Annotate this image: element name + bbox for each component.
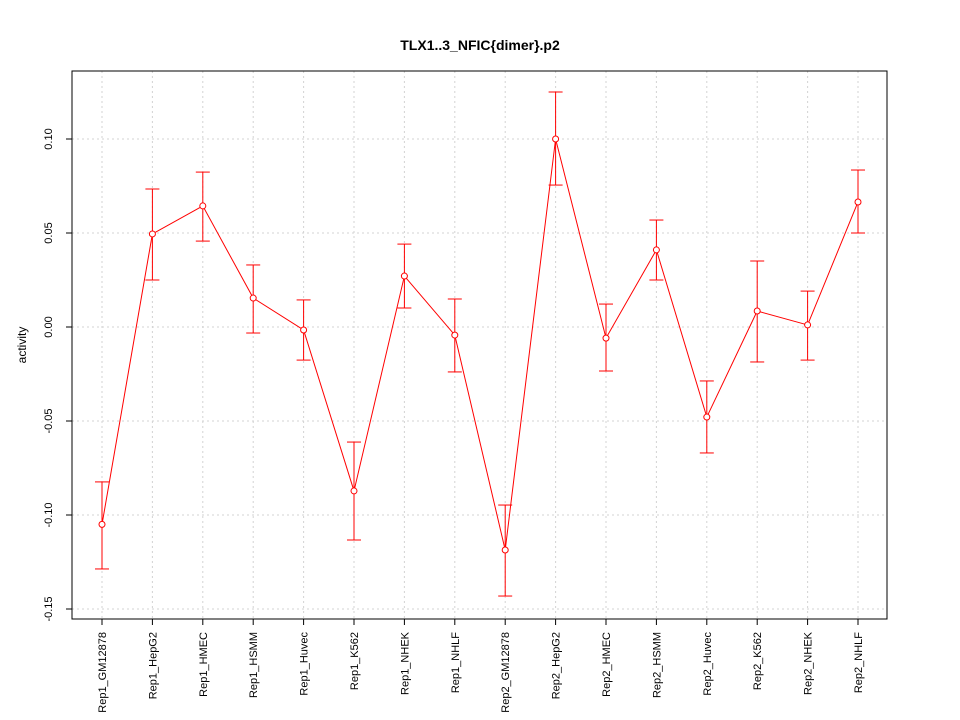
data-point [350, 487, 358, 495]
data-point [501, 546, 509, 554]
x-tick-label: Rep2_HMEC [601, 632, 613, 697]
x-tick-label: Rep2_HSMM [651, 632, 663, 698]
series-line [101, 138, 859, 551]
x-tick-label: Rep1_HSMM [248, 632, 260, 698]
data-point [602, 334, 610, 342]
x-tick-label: Rep2_NHEK [803, 631, 815, 695]
y-axis: -0.15 -0.10 -0.05 0.00 0.05 0.10 [43, 128, 72, 622]
x-tick-label: Rep1_GM12878 [97, 632, 109, 713]
data-point [652, 246, 660, 254]
x-tick-label: Rep1_K562 [349, 632, 361, 690]
data-point [300, 326, 308, 334]
x-tick-label: Rep2_K562 [752, 632, 764, 690]
grid [72, 71, 887, 619]
y-tick-label: 0.05 [43, 222, 55, 243]
y-tick-label: 0.10 [43, 128, 55, 149]
data-point [804, 321, 812, 329]
y-tick-label: 0.00 [43, 316, 55, 337]
data-point [753, 307, 761, 315]
x-tick-label: Rep1_HepG2 [147, 632, 159, 699]
data-point [552, 135, 560, 143]
plot-frame [71, 70, 888, 620]
y-tick-label: -0.10 [43, 502, 55, 527]
chart-title: TLX1..3_NFIC{dimer}.p2 [400, 37, 560, 53]
x-tick-label: Rep2_HepG2 [551, 632, 563, 699]
x-tick-label: Rep1_HMEC [198, 632, 210, 697]
y-tick-label: -0.05 [43, 408, 55, 433]
x-tick-label: Rep2_GM12878 [500, 632, 512, 713]
data-point [199, 202, 207, 210]
x-tick-label: Rep1_NHEK [399, 631, 411, 695]
series [95, 91, 865, 597]
data-point [854, 198, 862, 206]
data-point [148, 230, 156, 238]
data-point [703, 413, 711, 421]
y-axis-label: activity [15, 327, 29, 364]
x-tick-label: Rep1_Huvec [299, 632, 311, 696]
x-tick-label: Rep2_Huvec [702, 632, 714, 696]
data-point [451, 331, 459, 339]
data-point [98, 520, 106, 528]
x-axis: Rep1_GM12878 Rep1_HepG2 Rep1_HMEC Rep1_HSMM… [97, 619, 865, 713]
y-tick-label: -0.15 [43, 596, 55, 621]
data-point [249, 294, 257, 302]
x-tick-label: Rep2_NHLF [853, 632, 865, 693]
x-tick-label: Rep1_NHLF [450, 632, 462, 693]
data-point [400, 272, 408, 280]
